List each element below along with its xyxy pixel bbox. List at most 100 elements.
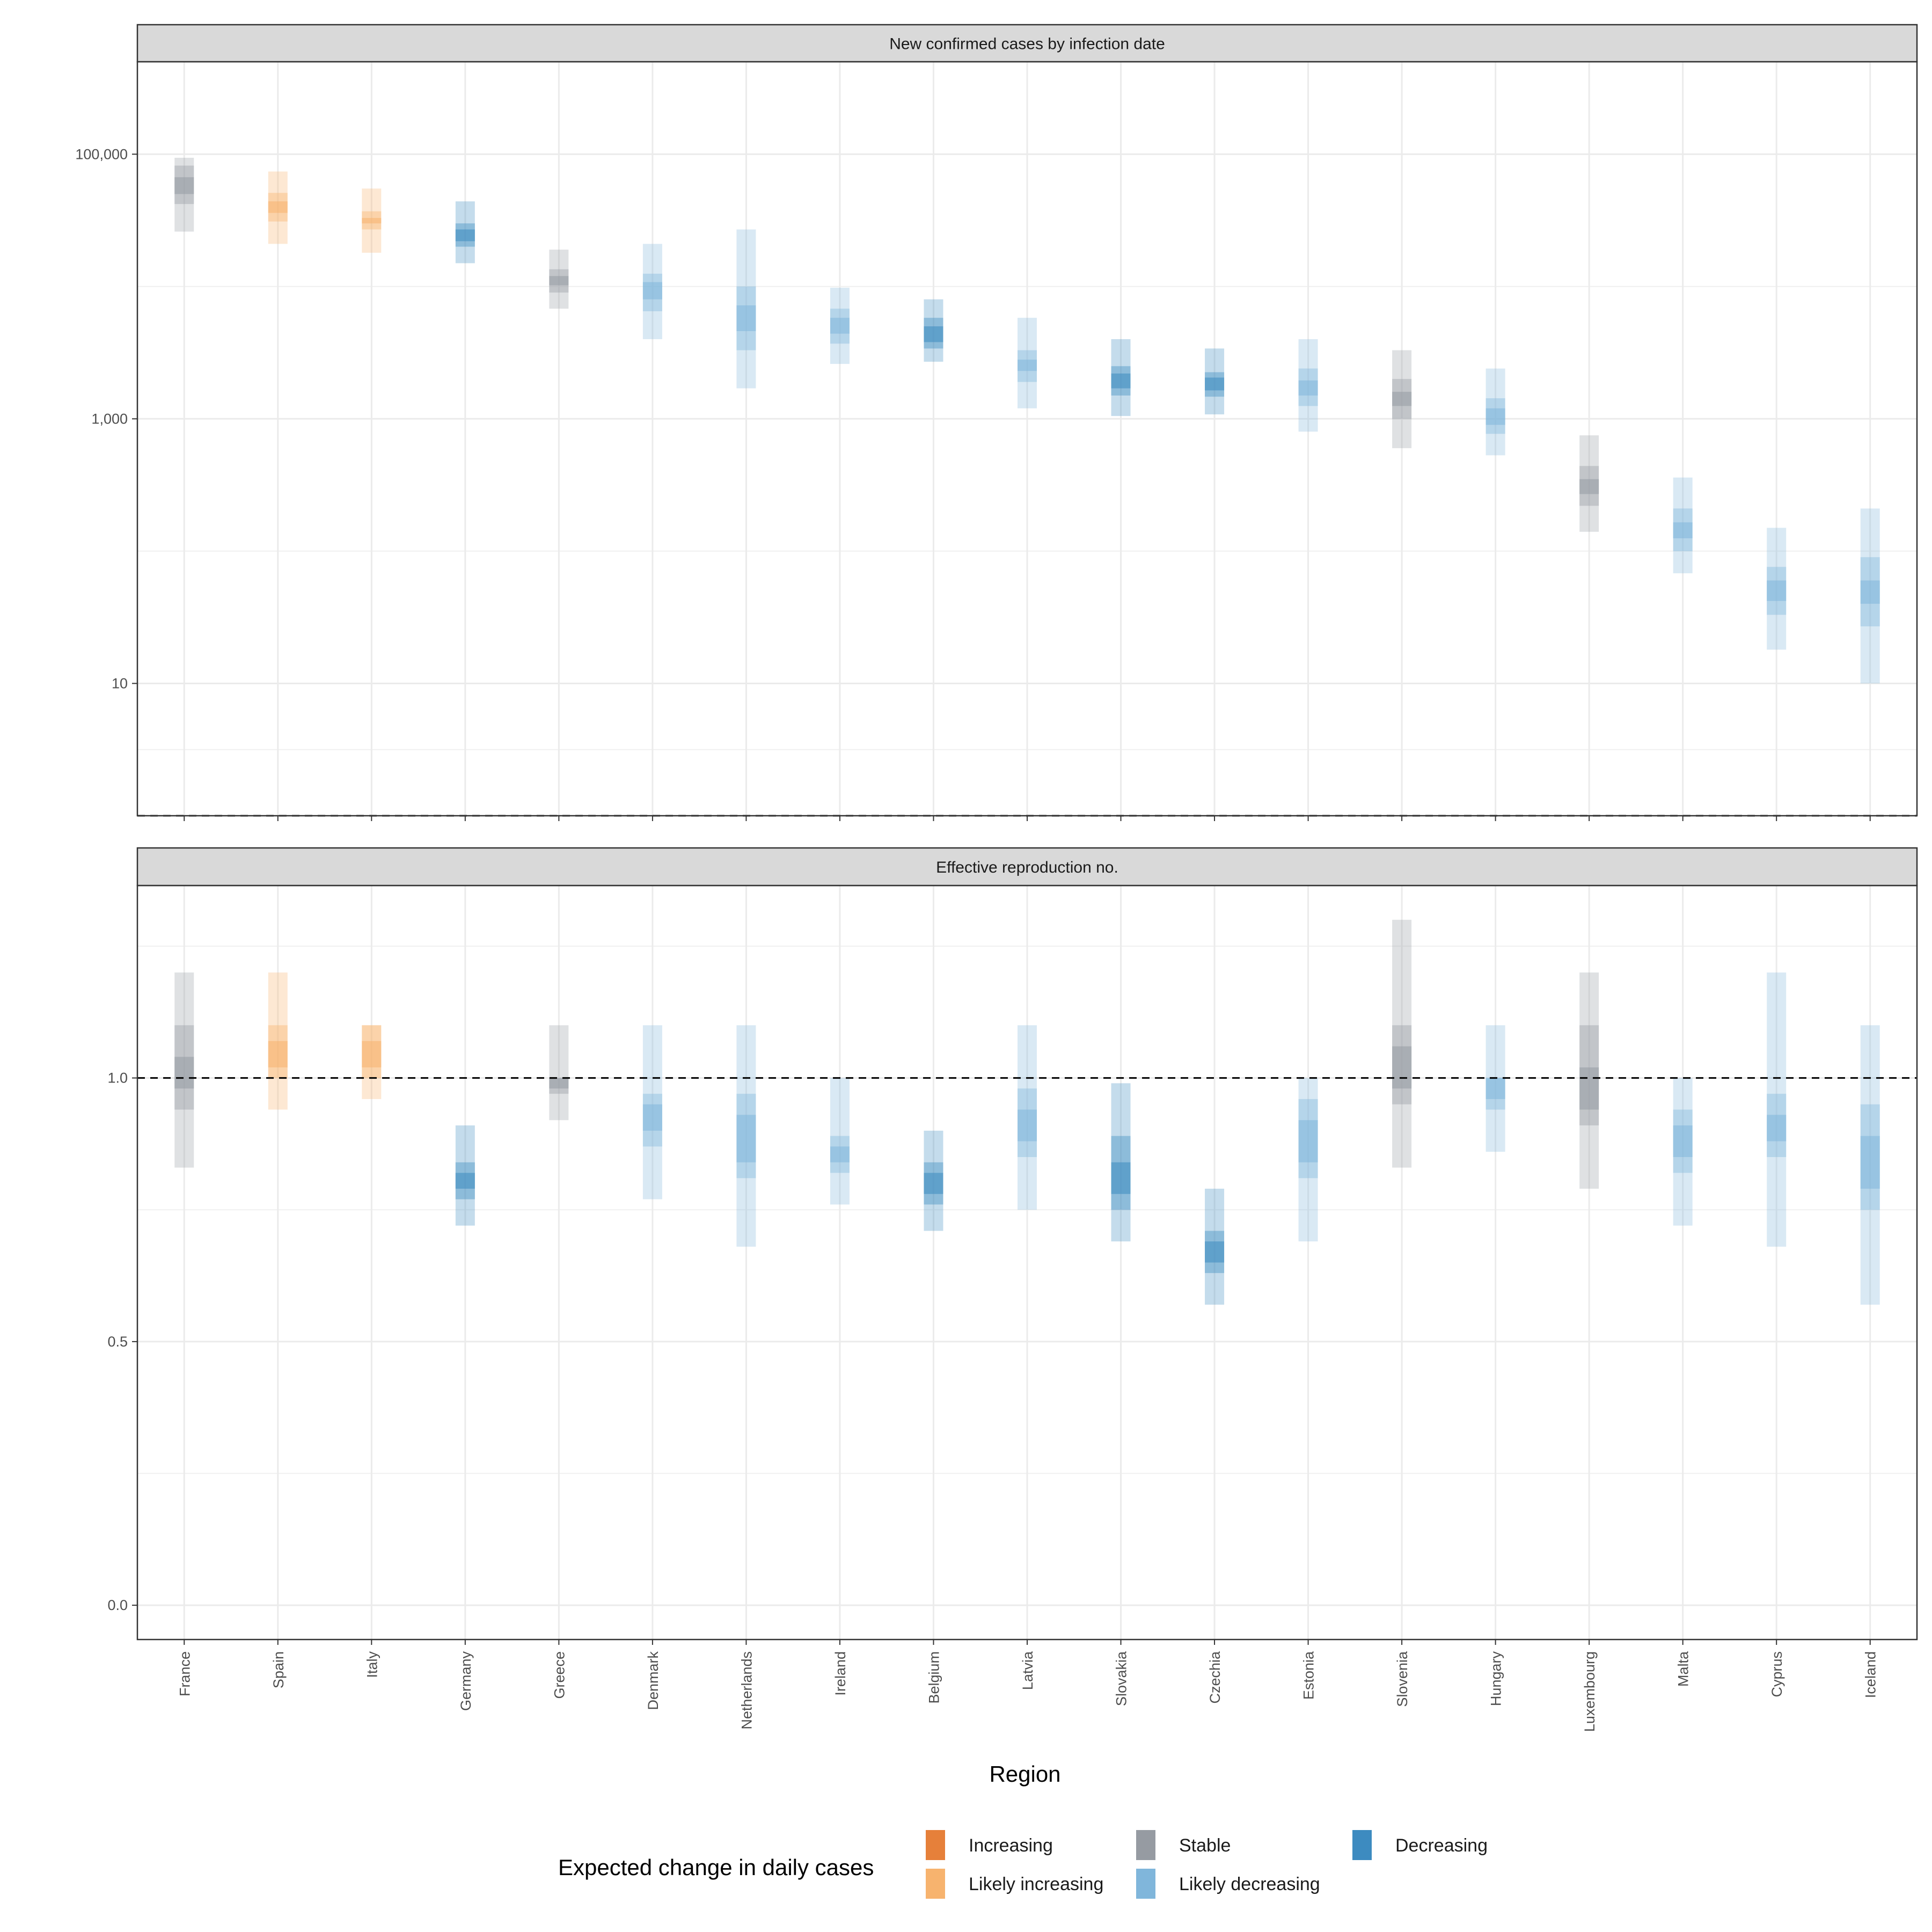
interval-band-20	[1860, 580, 1880, 604]
legend-label: Likely increasing	[969, 1874, 1103, 1894]
interval-band-20	[362, 1041, 382, 1067]
interval-band-90	[830, 1078, 850, 1205]
interval-ireland	[830, 1078, 850, 1205]
interval-estonia	[1298, 339, 1318, 432]
interval-band-20	[1298, 1120, 1318, 1162]
y-tick-label: 0.0	[107, 1597, 128, 1613]
interval-band-20	[736, 1115, 756, 1162]
x-tick-label: Slovakia	[1114, 1651, 1130, 1706]
facet-title: Effective reproduction no.	[936, 859, 1118, 876]
legend-swatch	[926, 1830, 945, 1860]
interval-hungary	[1485, 368, 1505, 456]
x-tick-label: Cyprus	[1769, 1651, 1785, 1697]
interval-band-20	[1392, 392, 1412, 406]
legend-label: Increasing	[969, 1835, 1053, 1856]
interval-italy	[362, 188, 382, 253]
interval-band-20	[1673, 1125, 1693, 1157]
legend-label: Likely decreasing	[1179, 1874, 1320, 1894]
interval-band-20	[642, 1104, 662, 1131]
interval-band-20	[455, 229, 475, 241]
x-tick-label: Malta	[1675, 1651, 1692, 1687]
interval-iceland	[1860, 1025, 1880, 1305]
legend-label: Stable	[1179, 1835, 1231, 1856]
interval-band-20	[830, 318, 850, 334]
interval-band-20	[1767, 580, 1787, 601]
interval-band-20	[1767, 1115, 1787, 1141]
x-axis-title: Region	[989, 1761, 1060, 1787]
x-tick-label: Czechia	[1207, 1651, 1223, 1704]
interval-band-90	[268, 972, 288, 1110]
interval-germany	[455, 1125, 475, 1226]
y-tick-label: 100,000	[75, 146, 128, 162]
interval-cyprus	[1767, 528, 1787, 650]
interval-malta	[1673, 1078, 1693, 1226]
facet-strip	[136, 847, 1918, 887]
interval-czechia	[1205, 1188, 1225, 1305]
interval-netherlands	[736, 1025, 756, 1247]
interval-malta	[1673, 477, 1693, 574]
legend: Expected change in daily cases Increasing…	[558, 1830, 1488, 1899]
interval-band-20	[1392, 1046, 1412, 1089]
interval-band-20	[549, 1078, 569, 1089]
legend-item-stable: Stable	[1136, 1830, 1231, 1860]
facet-title: New confirmed cases by infection date	[889, 35, 1165, 53]
legend-item-likely-increasing: Likely increasing	[926, 1869, 1103, 1899]
legend-title: Expected change in daily cases	[558, 1855, 874, 1880]
interval-band-20	[174, 177, 194, 194]
interval-spain	[268, 972, 288, 1110]
panel-cases: 10 1,000 100,000 New confirmed cases by inf…	[75, 24, 1918, 821]
interval-luxembourg	[1579, 972, 1599, 1189]
interval-band-20	[924, 1173, 943, 1194]
legend-label: Decreasing	[1395, 1835, 1488, 1856]
interval-band-20	[549, 276, 569, 286]
interval-italy	[362, 1025, 382, 1099]
interval-band-20	[924, 326, 943, 342]
y-tick-label: 0.5	[107, 1334, 128, 1350]
interval-belgium	[924, 1130, 943, 1231]
interval-band-20	[1485, 408, 1505, 425]
interval-band-20	[174, 1057, 194, 1089]
interval-iceland	[1860, 508, 1880, 684]
legend-item-likely-decreasing: Likely decreasing	[1136, 1869, 1320, 1899]
interval-estonia	[1298, 1078, 1318, 1242]
x-tick-label: France	[177, 1651, 193, 1696]
x-tick-label: Netherlands	[738, 1651, 755, 1730]
interval-band-20	[1579, 1067, 1599, 1110]
x-axis-labels: France Spain Italy Germany Greece Denmark Neth…	[177, 1651, 1878, 1732]
x-tick-label: Slovenia	[1394, 1651, 1410, 1707]
interval-france	[174, 157, 194, 232]
interval-slovakia	[1111, 1083, 1131, 1242]
interval-band-20	[1111, 373, 1131, 389]
interval-hungary	[1485, 1025, 1505, 1152]
panel-reproduction: 0.0 0.5 1.0 Effective reproduction no.	[107, 847, 1918, 1645]
interval-band-90	[549, 1025, 569, 1121]
interval-denmark	[642, 1025, 662, 1199]
interval-band-20	[1205, 1241, 1225, 1263]
interval-band-20	[642, 282, 662, 299]
interval-luxembourg	[1579, 435, 1599, 532]
x-tick-label: Spain	[270, 1651, 287, 1688]
interval-latvia	[1018, 1025, 1037, 1210]
interval-band-20	[1860, 1136, 1880, 1189]
interval-spain	[268, 171, 288, 244]
interval-band-20	[1673, 522, 1693, 539]
interval-germany	[455, 201, 475, 264]
interval-band-90	[1392, 919, 1412, 1168]
interval-greece	[549, 1025, 569, 1121]
interval-band-20	[736, 305, 756, 331]
interval-band-20	[1018, 360, 1037, 371]
legend-item-increasing: Increasing	[926, 1830, 1053, 1860]
legend-swatch	[1136, 1869, 1155, 1899]
interval-slovenia	[1392, 919, 1412, 1168]
legend-swatch	[926, 1869, 945, 1899]
interval-czechia	[1205, 348, 1225, 415]
interval-band-20	[268, 201, 288, 213]
interval-band-20	[1018, 1109, 1037, 1141]
interval-france	[174, 972, 194, 1168]
chart-panels: 10 1,000 100,000 New confirmed cases by inf…	[75, 24, 1918, 1732]
interval-band-90	[174, 157, 194, 232]
interval-band-20	[1111, 1162, 1131, 1194]
interval-band-20	[455, 1173, 475, 1189]
interval-ireland	[830, 288, 850, 364]
interval-band-20	[1579, 479, 1599, 494]
